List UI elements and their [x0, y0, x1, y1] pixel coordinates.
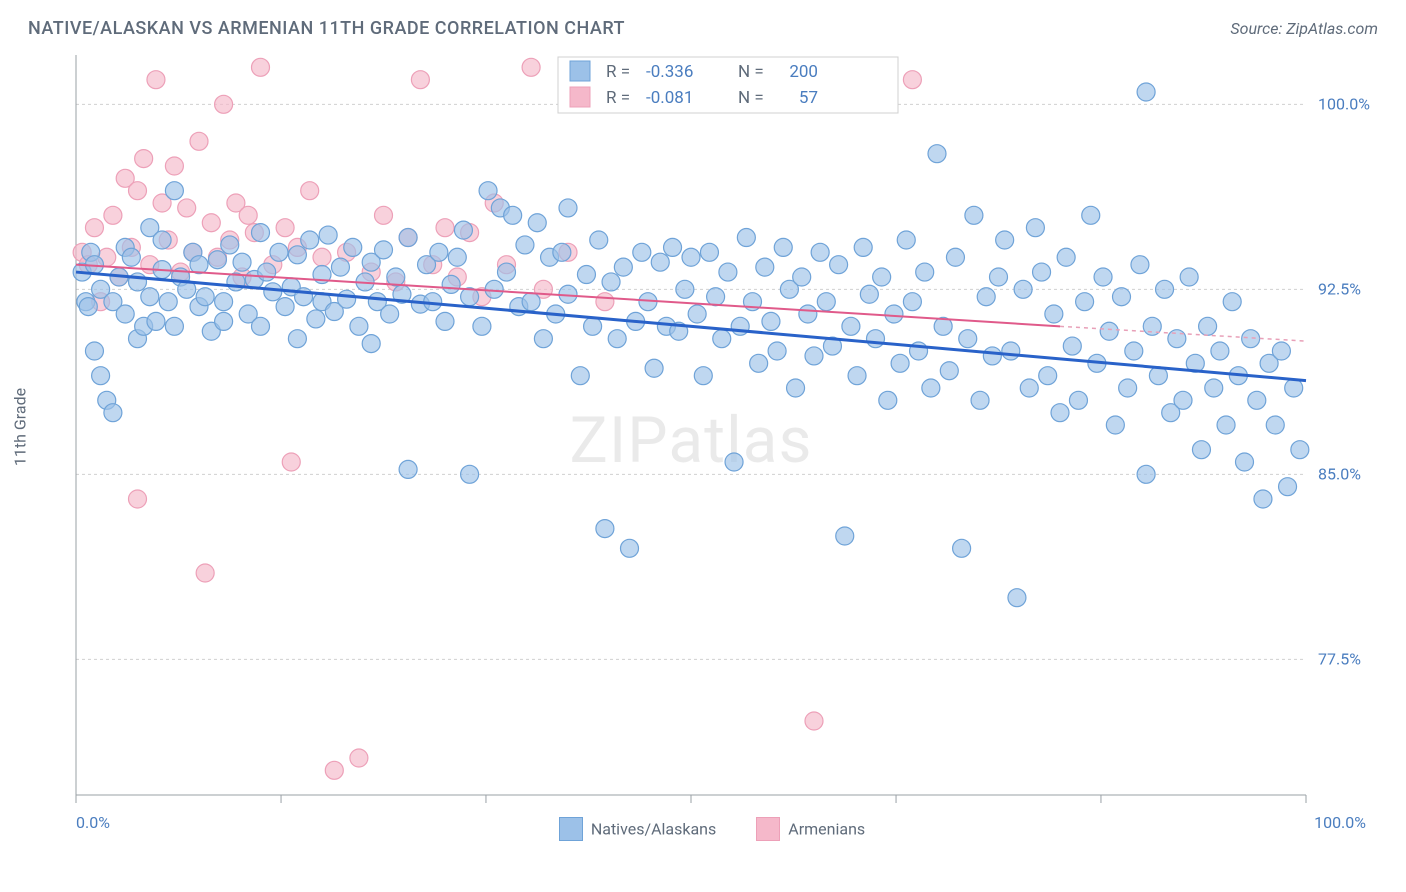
legend-swatch: [756, 817, 780, 841]
chart-area: 11th Grade 77.5%85.0%92.5%100.0%ZIPatlas…: [28, 47, 1378, 807]
svg-text:92.5%: 92.5%: [1318, 279, 1361, 298]
y-axis-label: 11th Grade: [11, 388, 30, 466]
legend-swatch: [559, 817, 583, 841]
x-axis-end-labels: 0.0% Natives/Alaskans Armenians 100.0%: [28, 813, 1378, 841]
svg-text:77.5%: 77.5%: [1318, 649, 1361, 668]
chart-source: Source: ZipAtlas.com: [1230, 19, 1378, 38]
svg-text:R =: R =: [606, 88, 630, 108]
svg-text:N =: N =: [738, 88, 764, 108]
svg-text:ZIPatlas: ZIPatlas: [570, 403, 813, 478]
svg-text:57: 57: [799, 88, 818, 108]
legend-item: Natives/Alaskans: [559, 817, 716, 841]
chart-header: NATIVE/ALASKAN VS ARMENIAN 11TH GRADE CO…: [0, 0, 1406, 47]
svg-text:85.0%: 85.0%: [1318, 464, 1361, 483]
svg-text:-0.336: -0.336: [646, 62, 693, 82]
bottom-legend: Natives/Alaskans Armenians: [559, 817, 865, 841]
svg-text:R =: R =: [606, 62, 630, 82]
legend-label: Armenians: [788, 820, 865, 839]
legend-label: Natives/Alaskans: [591, 820, 716, 839]
svg-text:200: 200: [789, 62, 818, 82]
legend-item: Armenians: [756, 817, 865, 841]
svg-text:100.0%: 100.0%: [1318, 94, 1370, 113]
svg-text:N =: N =: [738, 62, 764, 82]
scatter-chart: 77.5% 85.0% 92.5% 100.0% ZIPatlas R = -0.336 N …: [28, 47, 1378, 807]
svg-text:-0.081: -0.081: [646, 88, 693, 108]
x-axis-max-label: 100.0%: [1314, 813, 1366, 841]
chart-title: NATIVE/ALASKAN VS ARMENIAN 11TH GRADE CO…: [28, 18, 625, 39]
x-axis-min-label: 0.0%: [76, 813, 110, 841]
